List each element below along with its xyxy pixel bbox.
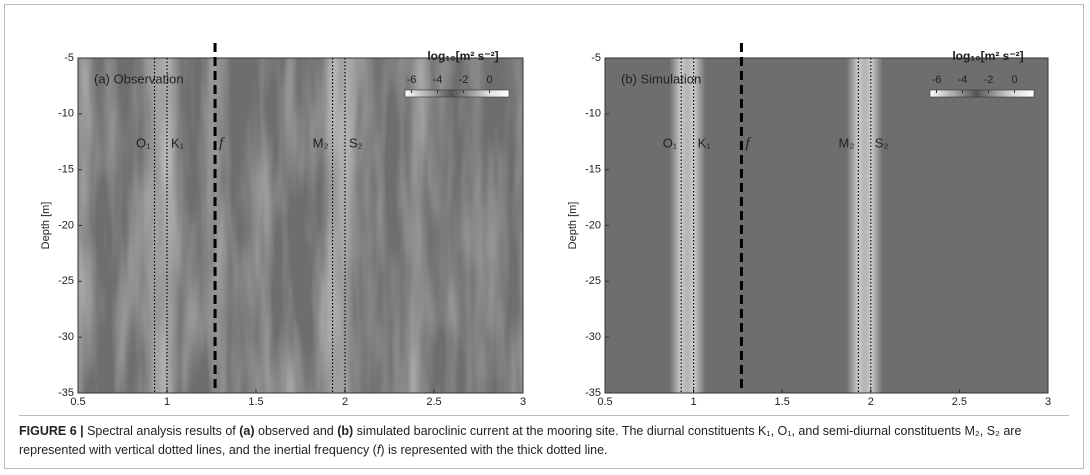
y-tick-label: -25: [585, 275, 601, 287]
y-axis-label: Depth [m]: [567, 202, 579, 250]
y-tick-label: -35: [585, 387, 601, 399]
y-tick-label: -5: [591, 52, 601, 64]
line-label: O₁: [136, 135, 151, 150]
y-tick-label: -30: [58, 331, 74, 343]
y-tick-label: -20: [585, 219, 601, 231]
line-label: M₂: [839, 135, 855, 150]
caption-text: observed and: [254, 424, 338, 438]
caption-text: FIGURE 6 |: [19, 424, 84, 438]
figure: -5-10-15-20-25-30-350.511.522.53Cycle pe…: [4, 4, 1084, 469]
x-tick-label: 2: [342, 396, 348, 408]
y-axis-label: Depth [m]: [40, 202, 52, 250]
caption: FIGURE 6 | Spectral analysis results of …: [19, 415, 1069, 460]
y-tick-label: -15: [585, 164, 601, 176]
line-label: M₂: [313, 135, 329, 150]
colorbar-tick-label: 0: [486, 74, 492, 86]
colorbar-label: log₁₀[m² s⁻²]: [427, 49, 498, 63]
colorbar: [929, 89, 1035, 98]
colorbar-tick-label: -6: [932, 74, 942, 86]
y-tick-label: -25: [58, 275, 74, 287]
colorbar-tick-label: -2: [984, 74, 994, 86]
chart: -5-10-15-20-25-30-350.511.522.53Cycle pe…: [40, 43, 1051, 410]
x-axis-label: Cycle per day: [267, 409, 335, 410]
caption-text: ) is represented with the thick dotted l…: [380, 443, 608, 457]
line-label: S₂: [875, 135, 889, 150]
x-tick-label: 2: [868, 396, 874, 408]
line-label: f: [745, 135, 751, 151]
caption-text: (a): [239, 424, 255, 438]
x-tick-label: 3: [1045, 396, 1051, 408]
x-tick-label: 2.5: [426, 396, 441, 408]
caption-text: (b): [337, 424, 354, 438]
y-tick-label: -30: [585, 331, 601, 343]
panel-title: (a) Observation: [94, 71, 184, 86]
x-tick-label: 2.5: [952, 396, 967, 408]
colorbar-tick-label: -4: [433, 74, 443, 86]
y-tick-label: -35: [58, 387, 74, 399]
line-label: O₁: [663, 135, 678, 150]
y-tick-label: -10: [58, 108, 74, 120]
energy-band: [333, 58, 357, 393]
x-tick-label: 1: [691, 396, 697, 408]
energy-band: [858, 58, 883, 393]
caption-text: Spectral analysis results of: [83, 424, 240, 438]
energy-band: [681, 58, 706, 393]
energy-band: [155, 58, 179, 393]
colorbar: [404, 89, 510, 98]
colorbar-tick-label: 0: [1011, 74, 1017, 86]
y-tick-label: -10: [585, 108, 601, 120]
colorbar-label: log₁₀[m² s⁻²]: [952, 49, 1023, 63]
colorbar-tick-label: -2: [459, 74, 469, 86]
colorbar-tick-label: -6: [407, 74, 417, 86]
line-label: K₁: [171, 135, 185, 150]
x-tick-label: 1.5: [775, 396, 790, 408]
x-tick-label: 0.5: [70, 396, 85, 408]
y-tick-label: -20: [58, 219, 74, 231]
panel-title: (b) Simulation: [621, 71, 701, 86]
x-tick-label: 1: [164, 396, 170, 408]
y-tick-label: -5: [64, 52, 74, 64]
line-label: f: [219, 135, 225, 151]
colorbar-tick-label: -4: [958, 74, 968, 86]
x-tick-label: 1.5: [248, 396, 263, 408]
caption-text: f: [376, 443, 381, 457]
caption-text: simulated baroclinic current at the moor…: [19, 424, 1022, 457]
line-label: S₂: [349, 135, 363, 150]
x-tick-label: 0.5: [597, 396, 612, 408]
y-tick-label: -15: [58, 164, 74, 176]
x-tick-label: 3: [520, 396, 526, 408]
x-axis-label: Cycle per day: [793, 409, 861, 410]
line-label: K₁: [698, 135, 712, 150]
